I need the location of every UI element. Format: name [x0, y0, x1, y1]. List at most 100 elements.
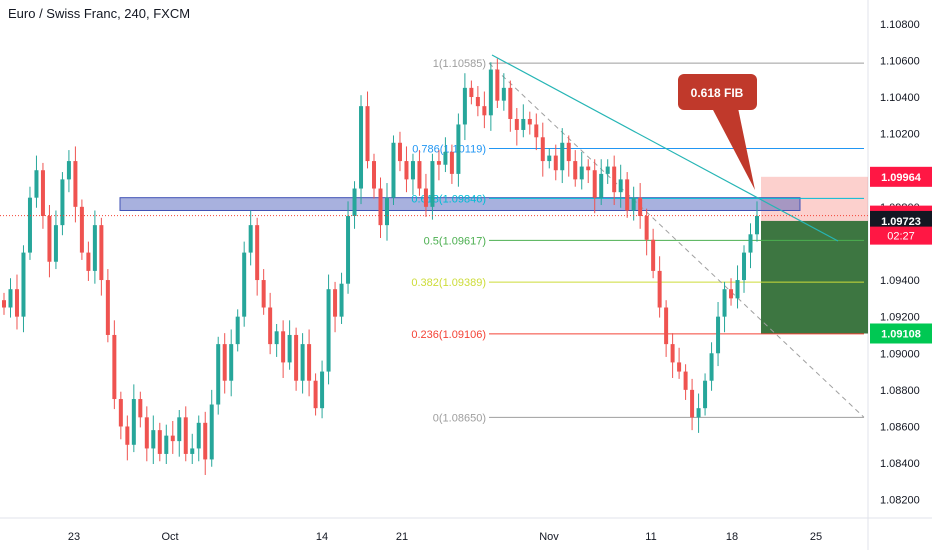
candle-body[interactable] — [235, 316, 240, 345]
candle-body[interactable] — [216, 344, 221, 405]
candle-body[interactable] — [281, 331, 286, 363]
candle-body[interactable] — [53, 225, 58, 262]
candle-body[interactable] — [514, 118, 519, 130]
candle-body[interactable] — [294, 334, 299, 381]
candle-body[interactable] — [410, 161, 415, 180]
candle-body[interactable] — [229, 344, 234, 381]
candle-body[interactable] — [592, 170, 597, 198]
candle-body[interactable] — [716, 316, 721, 354]
candle-body[interactable] — [527, 118, 532, 125]
candle-body[interactable] — [196, 422, 201, 449]
candle-body[interactable] — [79, 206, 84, 253]
candle-body[interactable] — [664, 307, 669, 345]
candle-body[interactable] — [242, 252, 247, 317]
candle-body[interactable] — [397, 142, 402, 162]
candle-body[interactable] — [417, 161, 422, 189]
candle-body[interactable] — [612, 166, 617, 193]
candle-body[interactable] — [138, 399, 143, 418]
candle-body[interactable] — [696, 408, 701, 418]
candle-body[interactable] — [501, 87, 506, 101]
candle-body[interactable] — [599, 173, 604, 198]
candle-body[interactable] — [378, 188, 383, 226]
candle-body[interactable] — [475, 97, 480, 107]
descending-trendline[interactable] — [491, 54, 839, 242]
candle-body[interactable] — [313, 380, 318, 409]
candle-body[interactable] — [352, 188, 357, 216]
candle-body[interactable] — [164, 435, 169, 454]
candle-body[interactable] — [21, 252, 26, 317]
candle-body[interactable] — [151, 430, 156, 449]
candle-body[interactable] — [703, 380, 708, 409]
candle-body[interactable] — [144, 417, 149, 449]
candle-body[interactable] — [521, 118, 526, 130]
candle-body[interactable] — [326, 289, 331, 372]
candle-body[interactable] — [118, 399, 123, 427]
candle-body[interactable] — [222, 344, 227, 381]
candle-body[interactable] — [99, 225, 104, 281]
candle-body[interactable] — [261, 280, 266, 308]
candle-body[interactable] — [105, 280, 110, 335]
candle-body[interactable] — [683, 371, 688, 390]
callout-box[interactable] — [678, 74, 757, 110]
candle-body[interactable] — [579, 166, 584, 180]
candle-body[interactable] — [456, 124, 461, 174]
candle-body[interactable] — [742, 252, 747, 281]
candle-body[interactable] — [391, 142, 396, 198]
candle-body[interactable] — [469, 87, 474, 98]
candle-body[interactable] — [566, 142, 571, 162]
candle-body[interactable] — [560, 142, 565, 171]
candle-body[interactable] — [27, 197, 32, 253]
candle-body[interactable] — [443, 151, 448, 165]
candle-body[interactable] — [333, 289, 338, 317]
candle-body[interactable] — [586, 166, 591, 171]
candle-body[interactable] — [346, 215, 351, 284]
candle-body[interactable] — [209, 404, 214, 460]
candle-body[interactable] — [112, 334, 117, 400]
candle-body[interactable] — [2, 300, 6, 308]
candle-body[interactable] — [255, 225, 260, 281]
candle-body[interactable] — [677, 362, 682, 372]
candle-body[interactable] — [449, 151, 454, 174]
candle-body[interactable] — [605, 166, 610, 174]
candle-body[interactable] — [651, 239, 656, 271]
candle-body[interactable] — [274, 331, 279, 345]
candle-body[interactable] — [547, 155, 552, 162]
candle-body[interactable] — [359, 106, 364, 189]
candle-body[interactable] — [40, 170, 45, 216]
candle-body[interactable] — [462, 87, 467, 125]
candle-body[interactable] — [73, 161, 78, 207]
candle-body[interactable] — [268, 307, 273, 345]
candle-body[interactable] — [157, 430, 162, 454]
candle-body[interactable] — [722, 289, 727, 317]
candle-body[interactable] — [488, 69, 493, 116]
candle-body[interactable] — [729, 289, 734, 299]
candle-body[interactable] — [631, 197, 636, 211]
candle-body[interactable] — [404, 161, 409, 180]
candle-body[interactable] — [372, 161, 377, 189]
candle-body[interactable] — [553, 155, 558, 171]
candle-body[interactable] — [430, 161, 435, 207]
candle-body[interactable] — [482, 106, 487, 116]
take-profit-zone[interactable] — [761, 220, 868, 334]
candle-body[interactable] — [203, 422, 208, 460]
resistance-zone[interactable] — [119, 197, 801, 211]
candle-body[interactable] — [177, 417, 182, 442]
candle-body[interactable] — [755, 215, 759, 235]
candle-body[interactable] — [92, 225, 97, 271]
candle-body[interactable] — [495, 69, 500, 101]
candle-body[interactable] — [307, 344, 312, 381]
candle-body[interactable] — [320, 371, 325, 409]
candle-body[interactable] — [748, 234, 753, 253]
candle-body[interactable] — [365, 106, 370, 162]
candle-body[interactable] — [534, 124, 539, 138]
candle-body[interactable] — [709, 353, 714, 381]
candle-body[interactable] — [384, 197, 389, 226]
candle-body[interactable] — [248, 225, 253, 253]
candle-body[interactable] — [34, 170, 39, 198]
candle-body[interactable] — [670, 344, 675, 363]
candle-body[interactable] — [300, 344, 305, 381]
candle-body[interactable] — [423, 188, 428, 207]
candle-body[interactable] — [125, 426, 130, 445]
candle-body[interactable] — [287, 334, 292, 363]
